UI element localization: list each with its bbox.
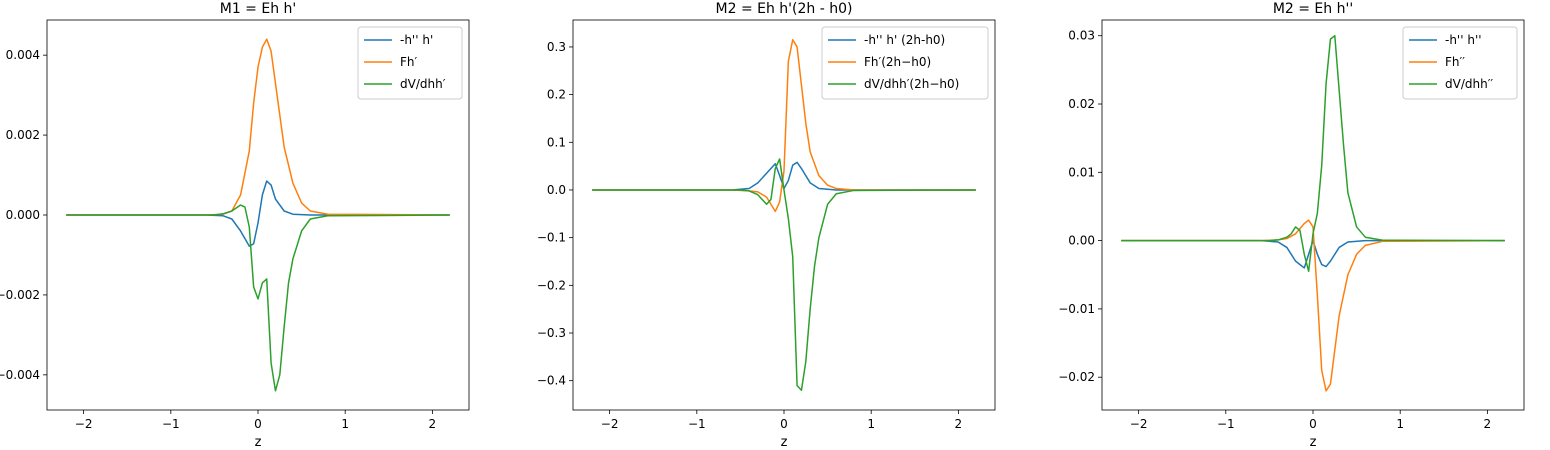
legend: -h'' h'' Fh′′ dV/dhh′′	[1402, 26, 1518, 100]
x-tick-label: 0	[780, 417, 788, 431]
y-tick-label: 0.03	[1068, 29, 1095, 43]
legend-label: -h'' h''	[1445, 33, 1482, 47]
y-tick-label: 0.02	[1068, 97, 1095, 111]
legend-label: Fh′	[400, 55, 418, 69]
y-tick-label: −0.1	[537, 231, 566, 245]
x-tick-label: 0	[254, 417, 262, 431]
x-tick-label: −2	[601, 417, 619, 431]
series-line-3	[1121, 34, 1505, 273]
x-tick-label: 1	[1396, 417, 1404, 431]
x-axis-label: z	[781, 435, 788, 450]
subplot-2: −2 −1 0 1 2 −0.4 −0.3 −0.2 −0.1 0.0 0.1 0.2 0.3 M2 = …	[537, 1, 996, 450]
legend-label: -h'' h'	[400, 33, 433, 47]
y-tick-label: 0.2	[547, 88, 566, 102]
series-line-3	[592, 158, 976, 391]
y-tick-label: 0.3	[547, 40, 566, 54]
x-tick-label: 1	[867, 417, 875, 431]
chart-title: M2 = Eh h'(2h - h0)	[716, 1, 853, 17]
x-axis-label: z	[1310, 435, 1317, 450]
x-tick-label: −2	[1130, 417, 1148, 431]
x-tick-label: −1	[1217, 417, 1235, 431]
legend-label: Fh′′	[1445, 55, 1465, 69]
legend-label: Fh′(2h−h0)	[864, 55, 931, 69]
x-tick-label: 2	[1484, 417, 1492, 431]
chart-title: M2 = Eh h''	[1273, 1, 1353, 17]
x-tick-label: 2	[955, 417, 963, 431]
x-tick-label: 1	[341, 417, 349, 431]
series-line-1	[66, 180, 450, 247]
y-tick-label: 0.01	[1068, 165, 1095, 179]
y-tick-label: −0.4	[537, 374, 566, 388]
y-tick-label: −0.3	[537, 326, 566, 340]
x-axis-label: z	[255, 435, 262, 450]
series-line-2	[592, 39, 976, 213]
series-line-2	[1121, 219, 1505, 392]
y-tick-label: −0.02	[1058, 370, 1095, 384]
subplot-3: −2 −1 0 1 2 −0.02 −0.01 0.00 0.01 0.02 0.03 M2 = Eh…	[1058, 1, 1525, 450]
legend-label: dV/dhh′′	[1445, 77, 1493, 91]
legend-box	[357, 26, 463, 100]
subplot-1: −2 −1 0 1 2 −0.004 −0.002 0.000 0.002 0.004 M1 = E…	[0, 1, 470, 450]
x-tick-label: 2	[429, 417, 437, 431]
y-tick-label: −0.2	[537, 278, 566, 292]
legend: -h'' h' Fh′ dV/dhh′	[357, 26, 463, 100]
legend-box	[1402, 26, 1518, 100]
y-tick-label: 0.00	[1068, 234, 1095, 248]
y-tick-label: −0.002	[0, 288, 40, 302]
series-line-1	[1121, 239, 1505, 269]
legend-label: -h'' h' (2h-h0)	[864, 33, 945, 47]
y-tick-label: 0.002	[6, 128, 40, 142]
y-tick-label: 0.0	[547, 183, 566, 197]
legend: -h'' h' (2h-h0) Fh′(2h−h0) dV/dhh′(2h−h0)	[821, 26, 989, 100]
x-tick-label: −1	[162, 417, 180, 431]
y-tick-label: −0.01	[1058, 302, 1095, 316]
series-line-1	[592, 161, 976, 191]
x-tick-label: −1	[688, 417, 706, 431]
legend-label: dV/dhh′(2h−h0)	[864, 77, 959, 91]
chart-title: M1 = Eh h'	[220, 1, 297, 17]
y-tick-label: 0.000	[6, 208, 40, 222]
x-tick-label: −2	[75, 417, 93, 431]
legend-label: dV/dhh′	[400, 77, 446, 91]
y-tick-label: −0.004	[0, 368, 40, 382]
y-tick-label: 0.1	[547, 135, 566, 149]
y-tick-label: 0.004	[6, 48, 40, 62]
legend-box	[821, 26, 989, 100]
series-line-3	[66, 204, 450, 392]
x-tick-label: 0	[1309, 417, 1317, 431]
